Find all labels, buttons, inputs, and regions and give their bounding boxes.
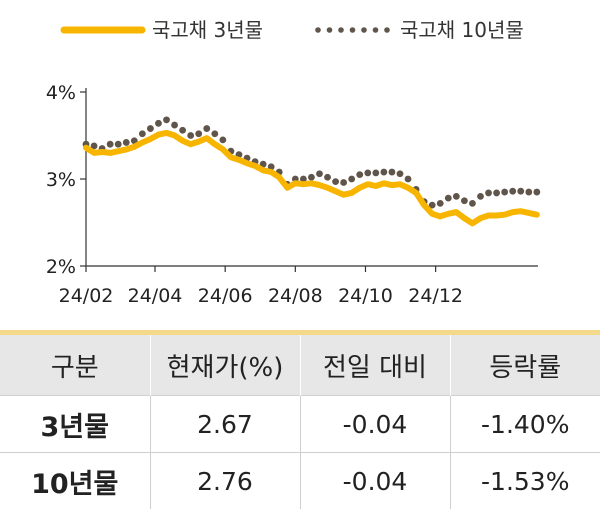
x-tick-label: 24/08: [268, 285, 323, 307]
data-point-10y: [332, 178, 339, 185]
data-point-10y: [340, 179, 347, 186]
legend-swatch-10y: [315, 27, 390, 33]
data-point-10y: [179, 127, 186, 134]
data-point-10y: [203, 125, 210, 132]
y-tick-label: 4%: [46, 82, 76, 104]
x-tick-label: 24/02: [59, 285, 114, 307]
data-point-10y: [155, 120, 162, 127]
data-point-10y: [107, 141, 114, 148]
data-point-10y: [364, 170, 371, 177]
data-point-10y: [324, 174, 331, 181]
data-point-10y: [356, 171, 363, 178]
data-point-10y: [316, 170, 323, 177]
data-point-10y: [219, 136, 226, 143]
data-point-10y: [397, 170, 404, 177]
legend-label-10y: 국고채 10년물: [400, 18, 524, 42]
data-point-10y: [525, 189, 532, 196]
plot-area: 2% 3% 4% 24/02 24/04 24/06 24/08 24/10 24/12: [46, 82, 540, 307]
y-axis-ticks: 2% 3% 4%: [46, 82, 86, 278]
yield-table-container: 구분 현재가(%) 전일 대비 등락률 3년물 2.67 -0.04 -1.40…: [0, 330, 600, 509]
legend-dot-10y: [315, 27, 321, 33]
data-point-10y: [461, 197, 468, 204]
data-point-10y: [187, 132, 194, 139]
row-label: 3년물: [0, 396, 150, 453]
data-point-10y: [445, 195, 452, 202]
chart-legend: 국고채 3년물 국고채 10년물: [64, 18, 524, 42]
data-point-10y: [437, 200, 444, 207]
row-label: 10년물: [0, 453, 150, 509]
x-tick-label: 24/04: [128, 285, 183, 307]
data-point-10y: [308, 174, 315, 181]
x-axis-ticks: 24/02 24/04 24/06 24/08 24/10 24/12: [59, 266, 463, 307]
data-point-10y: [389, 169, 396, 176]
data-point-10y: [485, 190, 492, 197]
current-price-cell: 2.76: [150, 453, 300, 509]
yield-table: 구분 현재가(%) 전일 대비 등락률 3년물 2.67 -0.04 -1.40…: [0, 335, 600, 509]
legend-dot-10y: [361, 27, 367, 33]
change-rate-cell: -1.53%: [450, 453, 600, 509]
data-point-10y: [493, 190, 500, 197]
data-point-10y: [380, 169, 387, 176]
y-tick-label: 3%: [46, 169, 76, 191]
header-category: 구분: [0, 335, 150, 396]
data-point-10y: [469, 200, 476, 207]
data-point-10y: [171, 122, 178, 129]
data-point-10y: [533, 189, 540, 196]
data-point-10y: [211, 130, 218, 137]
change-cell: -0.04: [300, 396, 450, 453]
data-point-10y: [195, 130, 202, 137]
series-10y-dots: [83, 116, 541, 208]
legend-dot-10y: [384, 27, 390, 33]
header-change-rate: 등락률: [450, 335, 600, 396]
data-point-10y: [372, 170, 379, 177]
data-point-10y: [477, 193, 484, 200]
data-point-10y: [501, 189, 508, 196]
data-point-10y: [115, 141, 122, 148]
x-tick-label: 24/10: [338, 285, 393, 307]
legend-label-3y: 국고채 3년물: [152, 18, 263, 42]
data-point-10y: [348, 176, 355, 183]
table-row: 3년물 2.67 -0.04 -1.40%: [0, 396, 600, 453]
table-header-row: 구분 현재가(%) 전일 대비 등락률: [0, 335, 600, 396]
x-tick-label: 24/12: [408, 285, 463, 307]
change-cell: -0.04: [300, 453, 450, 509]
header-current-price: 현재가(%): [150, 335, 300, 396]
data-point-10y: [147, 125, 154, 132]
legend-dot-10y: [327, 27, 333, 33]
data-point-10y: [509, 188, 516, 195]
data-point-10y: [405, 176, 412, 183]
header-change: 전일 대비: [300, 335, 450, 396]
legend-dot-10y: [373, 27, 379, 33]
data-point-10y: [163, 116, 170, 123]
table-row: 10년물 2.76 -0.04 -1.53%: [0, 453, 600, 509]
y-tick-label: 2%: [46, 256, 76, 278]
legend-dot-10y: [338, 27, 344, 33]
data-point-10y: [453, 193, 460, 200]
data-point-10y: [139, 130, 146, 137]
legend-dot-10y: [350, 27, 356, 33]
change-rate-cell: -1.40%: [450, 396, 600, 453]
data-point-10y: [123, 139, 130, 146]
x-tick-label: 24/06: [198, 285, 253, 307]
current-price-cell: 2.67: [150, 396, 300, 453]
data-point-10y: [517, 188, 524, 195]
